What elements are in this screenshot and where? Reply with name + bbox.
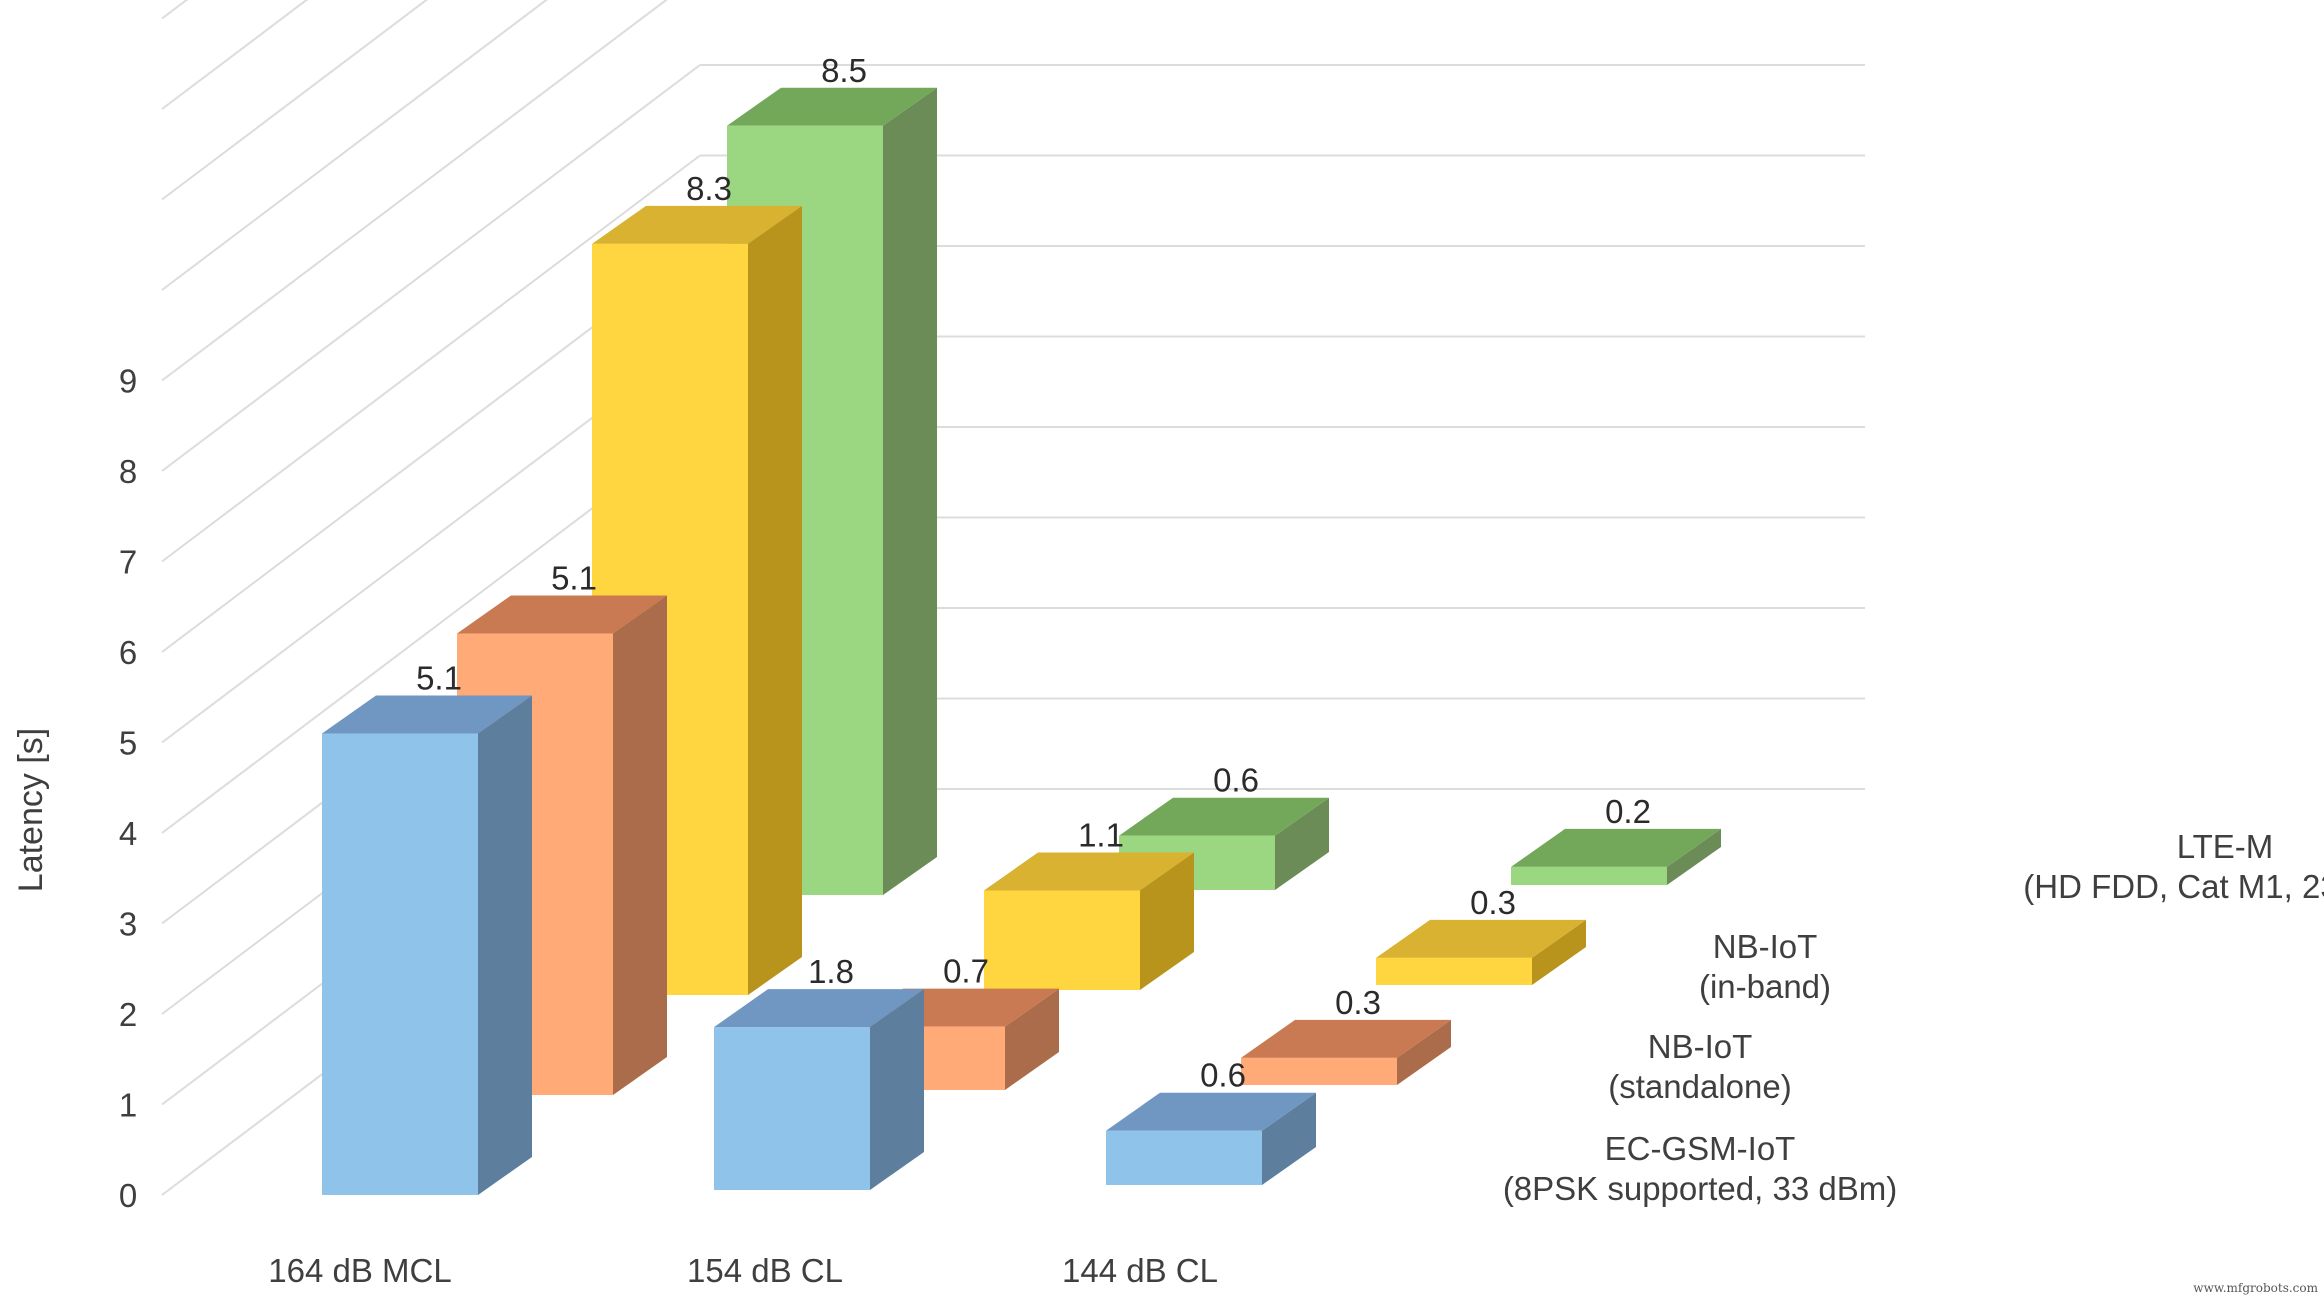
data-label: 0.6 (1213, 762, 1259, 799)
gridline-side (161, 0, 668, 382)
bar-0-0: 5.1 (322, 659, 532, 1195)
bar-top (1376, 919, 1586, 958)
bar-top (984, 852, 1194, 891)
bar-side (1275, 797, 1329, 890)
data-label: 5.1 (551, 559, 597, 596)
bar-side (613, 595, 667, 1095)
x-axis-category-labels: 164 dB MCL 154 dB CL 144 dB CL (268, 1252, 1218, 1289)
data-label: 0.6 (1200, 1057, 1246, 1094)
chart-bars: 0.2 0.6 8.5 0.3 1.1 8.3 0.3 0.7 5.1 0.6 1.8 5.1 (322, 52, 1721, 1195)
gridline-side (161, 64, 701, 472)
series-label-name: EC-GSM-IoT (1605, 1130, 1796, 1167)
y-tick-label: 0 (119, 1177, 137, 1214)
y-axis-ticks: 0 1 2 3 4 5 6 7 8 9 (119, 363, 137, 1215)
y-tick-label: 2 (119, 996, 137, 1033)
bar-side (1532, 919, 1586, 985)
bar-top (1241, 1019, 1451, 1058)
category-label: 144 dB CL (1062, 1252, 1218, 1289)
bar-side (883, 87, 937, 895)
bar-side (1667, 828, 1721, 885)
bar-side (1397, 1019, 1451, 1085)
bar-front (984, 890, 1140, 990)
series-label-name: NB-IoT (1713, 928, 1818, 965)
gridline-side (161, 154, 701, 563)
bar-front (322, 733, 478, 1195)
y-tick-label: 6 (119, 634, 137, 671)
bar-1-2: 0.3 (1241, 984, 1451, 1085)
bar-front (1376, 957, 1532, 985)
bar-side (1140, 852, 1194, 990)
data-label: 0.2 (1605, 793, 1651, 830)
series-label-name: NB-IoT (1648, 1028, 1753, 1065)
y-tick-label: 9 (119, 363, 137, 400)
y-axis-label: Latency [s] (12, 728, 50, 892)
data-label: 8.5 (821, 52, 867, 89)
series-label-detail: (HD FDD, Cat M1, 23 dBm) (2023, 868, 2324, 905)
gridline-side (161, 0, 309, 110)
y-tick-label: 1 (119, 1087, 137, 1124)
bar-0-2: 0.6 (1106, 1057, 1316, 1185)
bar-top (1511, 828, 1721, 867)
gridline-side (161, 0, 429, 201)
bar-top (1119, 797, 1329, 836)
data-label: 0.7 (943, 953, 989, 990)
series-label-detail: (standalone) (1608, 1068, 1791, 1105)
y-tick-label: 7 (119, 544, 137, 581)
y-tick-label: 8 (119, 453, 137, 490)
bar-front (1241, 1057, 1397, 1085)
series-label-detail: (in-band) (1699, 968, 1831, 1005)
bar-0-1: 1.8 (714, 953, 924, 1190)
bar-top (592, 205, 802, 244)
bar-top (727, 87, 937, 126)
y-tick-label: 4 (119, 815, 137, 852)
bar-2-2: 0.3 (1376, 884, 1586, 985)
data-label: 1.8 (808, 953, 854, 990)
bar-front (1511, 866, 1667, 885)
bar-top (1106, 1092, 1316, 1131)
bar-top (714, 989, 924, 1028)
data-label: 8.3 (686, 170, 732, 207)
bar-side (1262, 1092, 1316, 1185)
bar-top (457, 595, 667, 634)
y-tick-label: 5 (119, 725, 137, 762)
bar-side (1005, 988, 1059, 1090)
watermark-text: www.mfgrobots.com (2193, 1281, 2318, 1295)
gridline-side (161, 0, 189, 20)
y-tick-label: 3 (119, 906, 137, 943)
bar-front (714, 1027, 870, 1190)
depth-axis-series-labels: EC-GSM-IoT(8PSK supported, 33 dBm) NB-IoT… (1503, 828, 2324, 1207)
series-label-name: LTE-M (2177, 828, 2274, 865)
bar-front (1106, 1130, 1262, 1185)
category-label: 164 dB MCL (268, 1252, 451, 1289)
series-label-detail: (8PSK supported, 33 dBm) (1503, 1170, 1897, 1207)
bar-side (478, 695, 532, 1195)
data-label: 0.3 (1470, 884, 1516, 921)
data-label: 1.1 (1078, 816, 1124, 853)
data-label: 5.1 (416, 659, 462, 696)
bar-3-0: 8.5 (727, 52, 937, 895)
gridline-side (161, 0, 548, 291)
bar-2-1: 1.1 (984, 816, 1194, 990)
bar-side (870, 989, 924, 1190)
bar-3-2: 0.2 (1511, 793, 1721, 885)
category-label: 154 dB CL (687, 1252, 843, 1289)
bar-top (322, 695, 532, 734)
bar-side (748, 205, 802, 996)
data-label: 0.3 (1335, 984, 1381, 1021)
